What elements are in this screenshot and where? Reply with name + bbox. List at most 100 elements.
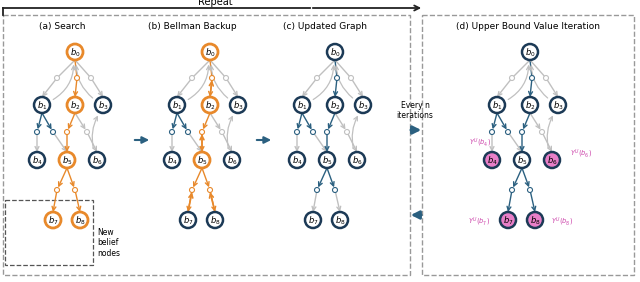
Circle shape <box>84 129 90 135</box>
Circle shape <box>289 152 305 168</box>
Circle shape <box>220 129 225 135</box>
Circle shape <box>355 97 371 113</box>
Circle shape <box>335 76 339 80</box>
Text: $b_2$: $b_2$ <box>205 99 215 112</box>
Circle shape <box>224 152 240 168</box>
Text: $b_2$: $b_2$ <box>525 99 535 112</box>
Circle shape <box>202 97 218 113</box>
Circle shape <box>544 152 560 168</box>
Text: $Y^U(b_7)$: $Y^U(b_7)$ <box>468 216 490 228</box>
Circle shape <box>67 97 83 113</box>
Text: $Y^U(b_8)$: $Y^U(b_8)$ <box>551 216 573 228</box>
Circle shape <box>314 76 319 80</box>
Circle shape <box>207 212 223 228</box>
Text: $b_1$: $b_1$ <box>172 99 182 112</box>
Circle shape <box>294 97 310 113</box>
Text: $Y^U(b_4)$: $Y^U(b_4)$ <box>469 137 491 149</box>
Text: $b_3$: $b_3$ <box>358 99 368 112</box>
Text: Every n
iterations: Every n iterations <box>397 101 433 120</box>
Text: $Y^U(b_6)$: $Y^U(b_6)$ <box>570 148 592 160</box>
Text: (a) Search: (a) Search <box>39 22 85 31</box>
Text: $b_7$: $b_7$ <box>502 214 513 227</box>
Circle shape <box>509 76 515 80</box>
Text: $b_4$: $b_4$ <box>486 154 497 167</box>
Circle shape <box>333 188 337 193</box>
Circle shape <box>189 76 195 80</box>
Circle shape <box>74 76 79 80</box>
Circle shape <box>489 97 505 113</box>
Text: $b_5$: $b_5$ <box>322 154 332 167</box>
Circle shape <box>170 129 175 135</box>
Circle shape <box>305 212 321 228</box>
Circle shape <box>65 129 70 135</box>
Circle shape <box>540 129 545 135</box>
Circle shape <box>59 152 75 168</box>
Circle shape <box>314 188 319 193</box>
Text: $b_3$: $b_3$ <box>553 99 563 112</box>
Text: $b_2$: $b_2$ <box>330 99 340 112</box>
Circle shape <box>88 76 93 80</box>
Circle shape <box>230 97 246 113</box>
Circle shape <box>180 212 196 228</box>
Circle shape <box>223 76 228 80</box>
Text: $b_5$: $b_5$ <box>196 154 207 167</box>
Text: $b_0$: $b_0$ <box>70 46 80 59</box>
Text: $b_8$: $b_8$ <box>530 214 540 227</box>
Circle shape <box>310 129 316 135</box>
Text: $b_4$: $b_4$ <box>292 154 302 167</box>
Circle shape <box>95 97 111 113</box>
Circle shape <box>202 44 218 60</box>
Circle shape <box>527 188 532 193</box>
Text: $b_6$: $b_6$ <box>92 154 102 167</box>
Circle shape <box>186 129 191 135</box>
Circle shape <box>520 129 525 135</box>
Text: $b_0$: $b_0$ <box>330 46 340 59</box>
Text: $b_1$: $b_1$ <box>492 99 502 112</box>
Text: $b_6$: $b_6$ <box>547 154 557 167</box>
Circle shape <box>72 212 88 228</box>
Circle shape <box>34 97 50 113</box>
Circle shape <box>490 129 495 135</box>
Circle shape <box>194 152 210 168</box>
Circle shape <box>327 97 343 113</box>
Text: $b_1$: $b_1$ <box>297 99 307 112</box>
Text: (b) Bellman Backup: (b) Bellman Backup <box>148 22 236 31</box>
Circle shape <box>543 76 548 80</box>
Circle shape <box>169 97 185 113</box>
Circle shape <box>207 188 212 193</box>
Circle shape <box>319 152 335 168</box>
Text: $b_0$: $b_0$ <box>205 46 215 59</box>
Text: New
belief
nodes: New belief nodes <box>97 228 120 258</box>
Text: $b_8$: $b_8$ <box>210 214 220 227</box>
Circle shape <box>344 129 349 135</box>
Text: $b_0$: $b_0$ <box>525 46 535 59</box>
Text: $b_3$: $b_3$ <box>98 99 108 112</box>
Circle shape <box>514 152 530 168</box>
Circle shape <box>522 44 538 60</box>
Text: $b_5$: $b_5$ <box>61 154 72 167</box>
Circle shape <box>294 129 300 135</box>
Circle shape <box>484 152 500 168</box>
Text: $b_6$: $b_6$ <box>352 154 362 167</box>
Circle shape <box>500 212 516 228</box>
Text: $b_8$: $b_8$ <box>335 214 346 227</box>
Text: $b_4$: $b_4$ <box>166 154 177 167</box>
Circle shape <box>35 129 40 135</box>
Circle shape <box>327 44 343 60</box>
Text: $b_7$: $b_7$ <box>182 214 193 227</box>
Circle shape <box>349 152 365 168</box>
Circle shape <box>54 188 60 193</box>
Circle shape <box>72 188 77 193</box>
Circle shape <box>67 44 83 60</box>
Text: $b_8$: $b_8$ <box>75 214 85 227</box>
Text: $b_4$: $b_4$ <box>31 154 42 167</box>
Text: $b_3$: $b_3$ <box>233 99 243 112</box>
Circle shape <box>509 188 515 193</box>
Circle shape <box>522 97 538 113</box>
Text: $b_7$: $b_7$ <box>308 214 318 227</box>
Circle shape <box>529 76 534 80</box>
Circle shape <box>506 129 511 135</box>
Circle shape <box>51 129 56 135</box>
Circle shape <box>200 129 205 135</box>
Circle shape <box>324 129 330 135</box>
